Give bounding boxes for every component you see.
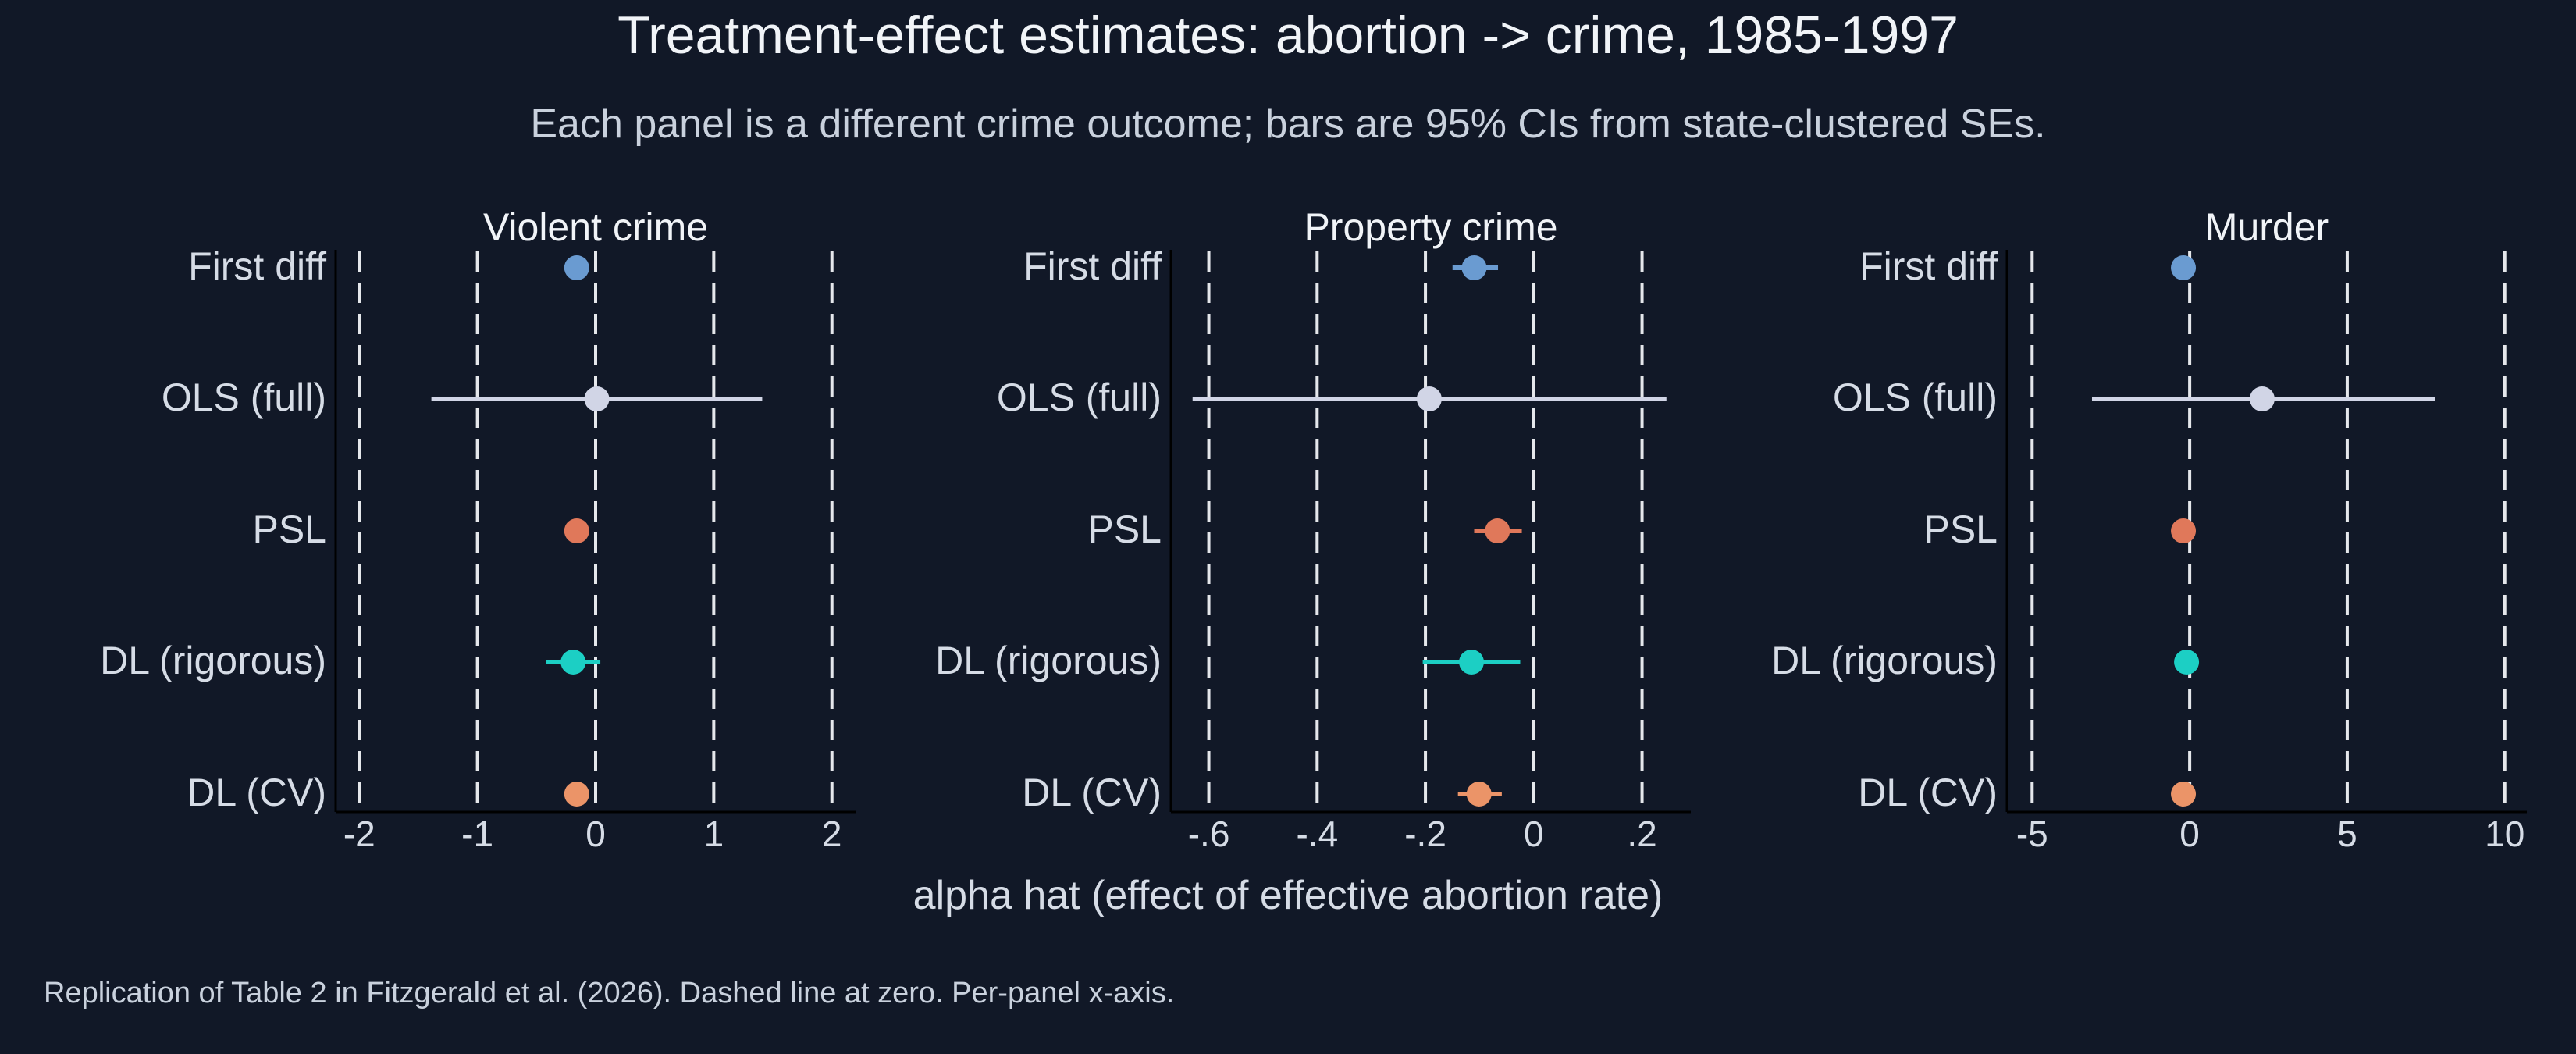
category-label: DL (CV) bbox=[187, 771, 326, 814]
x-tick-label: 10 bbox=[2485, 814, 2524, 854]
chart-title: Treatment-effect estimates: abortion -> … bbox=[617, 5, 1959, 65]
point-ols-full bbox=[584, 386, 610, 411]
point-dl-cv bbox=[2171, 782, 2197, 807]
x-tick-label: 0 bbox=[2179, 814, 2200, 854]
category-label: First diff bbox=[1023, 244, 1162, 288]
point-first-diff bbox=[1461, 255, 1487, 280]
panels: Violent crime -2 -1 0 1 2 First diff OLS (full)… bbox=[100, 205, 2527, 854]
x-tick-label: -.4 bbox=[1296, 814, 1338, 854]
point-psl bbox=[1485, 518, 1510, 543]
category-label: DL (rigorous) bbox=[100, 639, 326, 682]
point-dl-cv bbox=[1466, 782, 1492, 807]
category-label: OLS (full) bbox=[997, 376, 1162, 419]
panel-title: Murder bbox=[2205, 205, 2329, 249]
category-label: PSL bbox=[1087, 507, 1162, 551]
x-tick-label: -5 bbox=[2016, 814, 2048, 854]
panel-title: Violent crime bbox=[483, 205, 708, 249]
point-first-diff bbox=[564, 255, 589, 280]
panel-title: Property crime bbox=[1304, 205, 1557, 249]
category-label: DL (rigorous) bbox=[1771, 639, 1998, 682]
category-label: DL (rigorous) bbox=[935, 639, 1162, 682]
point-first-diff bbox=[2171, 255, 2197, 280]
category-label: OLS (full) bbox=[1833, 376, 1998, 419]
point-ols-full bbox=[2249, 386, 2275, 411]
category-label: First diff bbox=[188, 244, 326, 288]
x-tick-label: 2 bbox=[822, 814, 842, 854]
category-label: DL (CV) bbox=[1858, 771, 1998, 814]
category-label: PSL bbox=[252, 507, 326, 551]
point-dl-rigorous bbox=[2174, 650, 2200, 675]
category-label: First diff bbox=[1859, 244, 1998, 288]
x-tick-label: 5 bbox=[2337, 814, 2357, 854]
x-tick-label: 1 bbox=[704, 814, 724, 854]
chart-subtitle: Each panel is a different crime outcome;… bbox=[530, 101, 2045, 147]
x-tick-label: 0 bbox=[1524, 814, 1544, 854]
point-psl bbox=[2171, 518, 2197, 543]
x-tick-label: -.2 bbox=[1404, 814, 1446, 854]
x-tick-label: -2 bbox=[343, 814, 375, 854]
caption: Replication of Table 2 in Fitzgerald et … bbox=[44, 977, 1174, 1009]
point-dl-rigorous bbox=[1459, 650, 1485, 675]
x-axis-label: alpha hat (effect of effective abortion … bbox=[913, 873, 1663, 918]
category-label: OLS (full) bbox=[162, 376, 326, 419]
panel-violent-crime: Violent crime -2 -1 0 1 2 First diff OLS (full)… bbox=[100, 205, 856, 854]
point-psl bbox=[564, 518, 589, 543]
point-dl-cv bbox=[564, 782, 589, 807]
category-label: DL (CV) bbox=[1022, 771, 1162, 814]
category-label: PSL bbox=[1923, 507, 1998, 551]
x-tick-label: -.6 bbox=[1188, 814, 1230, 854]
panel-murder: Murder -5 0 5 10 First diff OLS (full) PSL DL (r… bbox=[1771, 205, 2527, 854]
point-dl-rigorous bbox=[560, 650, 586, 675]
x-tick-label: -1 bbox=[461, 814, 493, 854]
x-tick-label: 0 bbox=[585, 814, 606, 854]
point-ols-full bbox=[1416, 386, 1442, 411]
x-tick-label: .2 bbox=[1627, 814, 1656, 854]
panel-property-crime: Property crime -.6 -.4 -.2 0 .2 First diff OLS … bbox=[935, 205, 1691, 854]
